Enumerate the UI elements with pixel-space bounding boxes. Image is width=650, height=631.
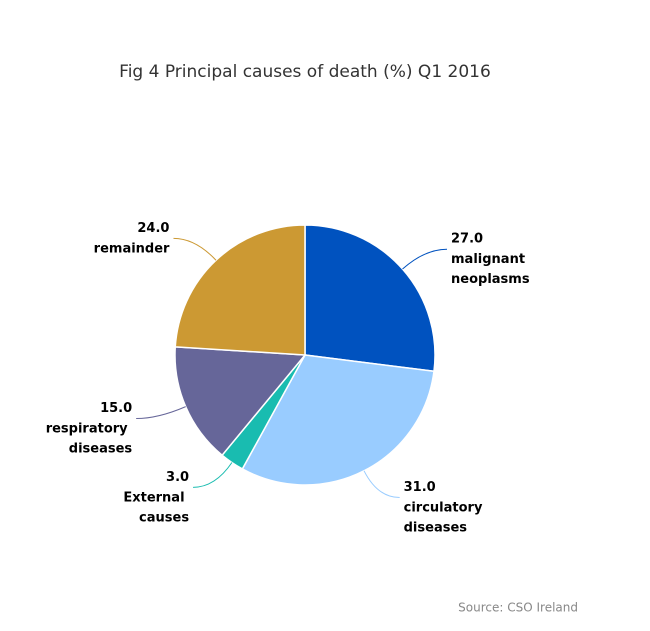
value-label: 31.0 [404, 480, 436, 495]
source: Source: CSO Ireland [458, 601, 578, 615]
value-label: 27.0 [451, 232, 483, 247]
leader-line [136, 406, 186, 420]
leader-line [363, 470, 400, 499]
category-label: circulatory diseases [404, 500, 487, 535]
category-label: remainder [94, 241, 170, 256]
category-label: External causes [123, 490, 189, 525]
category-label: respiratory diseases [46, 421, 133, 456]
value-label: 3.0 [166, 470, 189, 485]
leader-line [193, 462, 233, 488]
pie-slice [304, 224, 436, 373]
leader-line [402, 248, 448, 270]
category-label: malignant neoplasms [451, 252, 530, 287]
pie-slice [174, 224, 306, 356]
pie-slice [174, 346, 307, 457]
chart-title: Fig 4 Principal causes of death (%) Q1 2… [119, 62, 491, 82]
pie-slice [241, 354, 435, 486]
value-label: 24.0 [137, 221, 169, 236]
leader-line [173, 237, 217, 261]
value-label: 15.0 [100, 401, 132, 416]
